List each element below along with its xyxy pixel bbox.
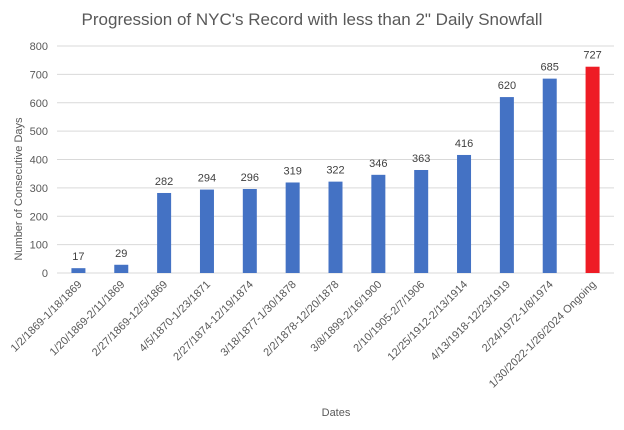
- x-axis-ticks: 1/2/1869-1/18/18691/20/1869-2/11/18692/2…: [9, 279, 599, 391]
- x-tick-label: 2/27/1869-12/5/1869: [90, 279, 170, 359]
- y-tick-label: 500: [30, 126, 48, 138]
- data-label: 17: [72, 251, 84, 263]
- data-label: 685: [541, 62, 559, 74]
- y-tick-label: 700: [30, 69, 48, 81]
- x-tick-label: 2/24/1972-1/8/1974: [480, 279, 556, 355]
- bar: [457, 154, 472, 273]
- y-tick-label: 300: [30, 183, 48, 195]
- bar: [199, 189, 214, 273]
- x-tick-label: 1/2/1869-1/18/1869: [9, 279, 85, 355]
- bar: [585, 66, 600, 274]
- y-tick-label: 200: [30, 211, 48, 223]
- data-label: 363: [412, 153, 430, 165]
- y-axis-title: Number of Consecutive Days: [13, 117, 25, 261]
- data-label: 29: [115, 248, 127, 260]
- y-tick-label: 100: [30, 240, 48, 252]
- bar: [242, 189, 257, 273]
- x-tick-label: 3/8/1899-2/16/1900: [309, 279, 385, 355]
- data-label: 727: [583, 50, 601, 62]
- x-tick-label: 1/20/1869-2/11/1869: [48, 279, 128, 359]
- data-label: 294: [198, 173, 216, 185]
- x-tick-label: 4/5/1870-1/23/1871: [137, 279, 213, 355]
- x-tick-label: 2/10/1905-2/7/1906: [351, 279, 427, 355]
- data-label: 322: [326, 165, 344, 177]
- bars: [71, 66, 600, 274]
- bar: [371, 174, 386, 273]
- bar: [328, 181, 343, 273]
- data-label: 346: [369, 158, 387, 170]
- data-labels: 17 29 282 294 296 319 322 346 363 416 620 685 727: [72, 50, 601, 263]
- x-tick-label: 4/13/1918-12/23/1919: [428, 279, 513, 364]
- data-label: 416: [455, 138, 473, 150]
- bar: [414, 169, 429, 273]
- y-tick-label: 800: [30, 41, 48, 53]
- y-tick-label: 400: [30, 155, 48, 167]
- bar: [157, 192, 172, 273]
- bar: [499, 97, 514, 273]
- x-tick-label: 3/18/1877-1/30/1878: [218, 279, 298, 359]
- chart-title: Progression of NYC's Record with less th…: [82, 10, 543, 29]
- gridlines: [57, 45, 614, 274]
- x-tick-label: 2/2/1878-12/20/1878: [261, 279, 341, 359]
- data-label: 319: [283, 165, 301, 177]
- bar: [71, 268, 86, 273]
- x-tick-label: 12/25/1912-2/13/1914: [386, 279, 471, 364]
- bar: [114, 264, 129, 273]
- y-tick-label: 600: [30, 98, 48, 110]
- y-axis-ticks: 0 100 200 300 400 500 600 700 800: [30, 41, 48, 280]
- data-label: 282: [155, 176, 173, 188]
- y-tick-label: 0: [42, 268, 48, 280]
- data-label: 296: [241, 172, 259, 184]
- x-axis-title: Dates: [322, 407, 351, 419]
- x-tick-label: 2/27/1874-12/19/1874: [171, 279, 256, 364]
- data-label: 620: [498, 80, 516, 92]
- bar: [285, 182, 300, 273]
- bar: [542, 78, 557, 273]
